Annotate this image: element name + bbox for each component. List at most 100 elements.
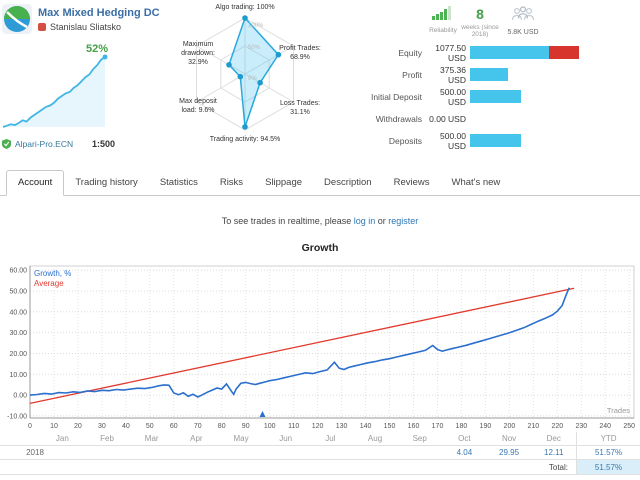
account-row-value: 1077.50 USD [435,42,466,63]
subscribers-icon [511,6,535,21]
login-link[interactable]: log in [353,216,376,226]
svg-text:100: 100 [264,423,276,430]
verified-shield-icon [2,139,11,149]
reliability-label: Reliability [429,27,457,34]
month-growth-value: 29.95 [499,448,520,457]
account-row-value: 500.00 USD [440,86,466,107]
month-header: May [233,434,249,443]
weeks-block: 8 weeks (since 2018) [459,6,501,38]
mini-growth-chart: 52% [0,40,118,141]
svg-text:60.00: 60.00 [9,268,27,275]
svg-text:0: 0 [28,423,32,430]
svg-text:0.00: 0.00 [13,393,27,400]
svg-text:Trades: Trades [607,406,630,415]
tab-what-s-new[interactable]: What's new [451,177,501,188]
signal-title[interactable]: Max Mixed Hedging DC [38,7,160,19]
year-label: 2018 [26,448,44,457]
svg-text:20.00: 20.00 [9,351,27,358]
svg-text:31.1%: 31.1% [290,109,310,116]
account-row-label: Withdrawals [375,113,422,124]
funds-label: 5.8K USD [507,29,539,36]
svg-text:170: 170 [432,423,444,430]
leverage-value: 1:500 [91,139,115,149]
month-header: Apr [190,434,203,443]
svg-text:80: 80 [218,423,226,430]
tab-risks[interactable]: Risks [219,177,244,188]
tab-description[interactable]: Description [324,177,372,188]
growth-chart-title: Growth [301,242,339,254]
svg-text:60: 60 [170,423,178,430]
svg-text:drawdown:: drawdown: [181,50,215,57]
tab-statistics[interactable]: Statistics [159,177,198,188]
svg-text:Algo trading: 100%: Algo trading: 100% [215,4,274,11]
account-row-label: Equity [398,47,422,58]
svg-text:180: 180 [456,423,468,430]
svg-text:30.00: 30.00 [9,330,27,337]
month-header: Mar [144,434,159,443]
account-summary-row: Profit 375.36 USD [360,65,640,85]
svg-text:Profit Trades:: Profit Trades: [279,45,321,52]
svg-text:0%: 0% [248,76,257,82]
svg-text:240: 240 [599,423,611,430]
account-row-value: 500.00 USD [440,130,466,151]
svg-text:10.00: 10.00 [9,372,27,379]
svg-text:120: 120 [312,423,324,430]
account-row-value: 375.36 USD [440,64,466,85]
realtime-notice: To see trades in realtime, please log in… [0,216,640,226]
svg-text:190: 190 [480,423,492,430]
tab-reviews[interactable]: Reviews [393,177,430,188]
svg-text:250: 250 [623,423,635,430]
author-row[interactable]: Stanislau Sliatsko [38,22,121,32]
total-row: Total: 51.57% [0,460,640,475]
svg-text:220: 220 [551,423,563,430]
month-growth-value: 4.04 [456,448,473,457]
svg-text:140: 140 [360,423,372,430]
monthly-growth-table: Jan Feb Mar Apr May Jun Jul Aug Sep Oct Nov Dec YTD 2… [0,432,640,475]
reliability-block: Reliability [423,6,463,34]
tab-account[interactable]: Account [6,170,65,196]
metatrader-icon [38,23,46,31]
month-header: Sep [412,434,427,443]
svg-text:130: 130 [336,423,348,430]
month-header: Dec [546,434,561,443]
svg-text:160: 160 [408,423,420,430]
svg-text:40.00: 40.00 [9,309,27,316]
svg-text:Trading activity: 94.5%: Trading activity: 94.5% [210,136,281,143]
tab-slippage[interactable]: Slippage [265,177,303,188]
svg-text:40: 40 [122,423,130,430]
svg-text:Maximum: Maximum [183,41,214,48]
ytd-value: 51.57% [576,446,640,459]
month-header-row: Jan Feb Mar Apr May Jun Jul Aug Sep Oct Nov Dec YTD [0,432,640,445]
broker-name: Alpari-Pro.ECN [15,139,74,149]
register-link[interactable]: register [388,216,419,226]
svg-text:90: 90 [242,423,250,430]
svg-text:110: 110 [288,423,299,430]
month-header: Aug [367,434,383,443]
signal-avatar [2,4,32,34]
account-row-bar [470,68,508,81]
svg-text:Max deposit: Max deposit [179,98,217,105]
svg-text:50.00: 50.00 [9,289,27,296]
month-header: Jan [55,434,69,443]
account-summary-row: Equity 1077.50 USD [360,43,640,63]
svg-text:150: 150 [384,423,396,430]
svg-text:Average: Average [34,279,64,288]
account-row-label: Profit [402,69,422,80]
svg-text:210: 210 [527,423,539,430]
notice-text: To see trades in realtime, please [221,216,354,226]
notice-or: or [375,216,389,226]
account-summary-table: Equity 1077.50 USD Profit 375.36 USD Initial… [360,43,640,156]
svg-text:10: 10 [50,423,58,430]
author-name: Stanislau Sliatsko [50,22,122,32]
tab-trading-history[interactable]: Trading history [75,177,138,188]
weeks-value: 8 [476,6,484,22]
month-header: Nov [501,434,517,443]
total-value: 51.57% [576,460,640,474]
tab-bar: Account Trading history Statistics Risks Sli… [0,170,640,196]
month-header: Oct [458,434,471,443]
account-summary-row: Deposits 500.00 USD [360,131,640,151]
svg-text:70: 70 [194,423,202,430]
svg-text:20: 20 [74,423,82,430]
svg-text:100%: 100% [248,23,264,29]
